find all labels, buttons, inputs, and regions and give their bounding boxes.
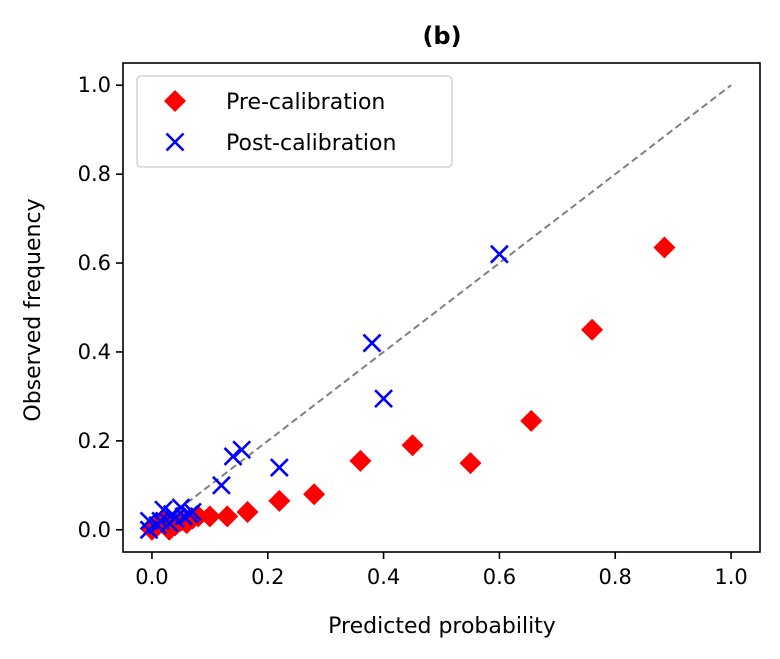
post-calibration-point xyxy=(232,440,252,460)
post-calibration-point xyxy=(362,333,382,353)
y-tick-label: 0.8 xyxy=(78,162,111,186)
x-marker-stroke xyxy=(165,132,185,152)
y-tick-label: 0.0 xyxy=(78,518,111,542)
x-marker-stroke xyxy=(212,475,231,495)
x-marker-stroke xyxy=(374,389,394,409)
pre-calibration-point xyxy=(520,409,543,432)
post-calibration-point xyxy=(183,502,202,522)
pre-calibration-point xyxy=(236,500,259,523)
x-marker-stroke xyxy=(269,458,289,477)
x-marker-stroke xyxy=(154,500,173,520)
post-calibration-point xyxy=(223,447,243,466)
pre-calibration-point xyxy=(653,236,676,259)
y-tick-label: 0.4 xyxy=(78,340,111,364)
axis-ticks: 0.0 0.2 0.4 0.6 0.8 1.0 0.0 0.2 0.4 0.6 0.8 1.0 xyxy=(78,73,748,589)
pre-calibration-point xyxy=(303,483,326,506)
x-marker-stroke xyxy=(183,502,202,522)
pre-calibration-point xyxy=(198,505,221,528)
legend-label-pre-calibration: Pre-calibration xyxy=(226,90,385,115)
y-tick-label: 0.2 xyxy=(78,429,111,453)
x-tick-label: 1.0 xyxy=(714,565,747,589)
pre-calibration-point xyxy=(349,449,372,472)
x-tick-label: 0.8 xyxy=(599,565,632,589)
legend-label-post-calibration: Post-calibration xyxy=(226,131,396,156)
legend: Pre-calibration Post-calibration xyxy=(136,75,453,168)
y-tick-label: 0.6 xyxy=(78,251,111,275)
x-tick-label: 0.4 xyxy=(367,565,400,589)
legend-x-shape xyxy=(165,132,185,152)
post-calibration-point xyxy=(212,475,231,495)
pre-calibration-point xyxy=(216,505,239,528)
x-marker-stroke xyxy=(362,333,382,353)
legend-x-marker xyxy=(165,132,185,152)
legend-diamond-marker xyxy=(164,90,186,112)
x-tick-label: 0.0 xyxy=(135,565,168,589)
y-tick-label: 1.0 xyxy=(78,73,111,97)
post-calibration-point xyxy=(269,458,289,477)
x-tick-label: 0.6 xyxy=(483,565,516,589)
x-marker-stroke xyxy=(223,447,243,466)
x-tick-label: 0.2 xyxy=(251,565,284,589)
legend-box xyxy=(136,75,453,168)
post-calibration-point xyxy=(374,389,394,409)
post-calibration-point xyxy=(489,244,509,264)
x-marker-stroke xyxy=(232,440,252,460)
pre-calibration-point xyxy=(459,452,482,475)
post-calibration-series xyxy=(139,244,509,540)
y-axis-label: Observed frequency xyxy=(21,198,46,421)
chart-title: (b) xyxy=(422,22,461,50)
pre-calibration-point xyxy=(268,489,291,512)
x-axis-label: Predicted probability xyxy=(328,614,556,639)
legend-diamond-shape xyxy=(164,90,186,112)
plot-frame xyxy=(122,62,761,553)
pre-calibration-point xyxy=(401,434,424,457)
x-marker-stroke xyxy=(171,498,191,517)
pre-calibration-point xyxy=(581,318,604,341)
x-marker-stroke xyxy=(151,511,171,531)
x-marker-stroke xyxy=(489,244,509,264)
